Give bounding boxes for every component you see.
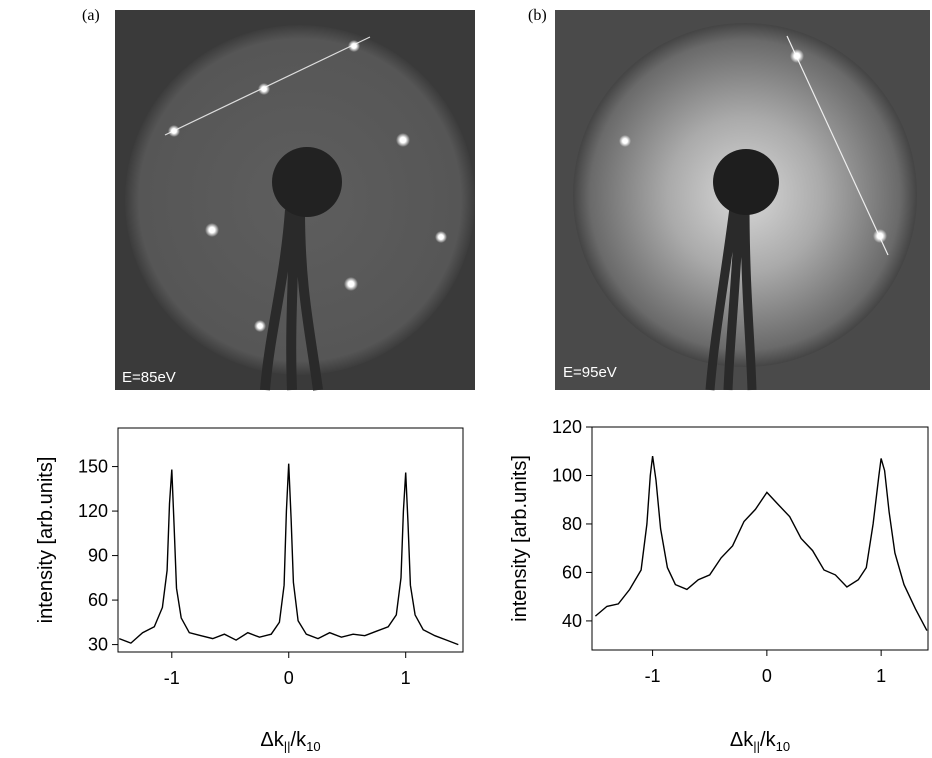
line-chart: 40 60 80 100 120 -1 0 1 intensity [arb.units] Δk|… — [509, 417, 929, 754]
x-tick-label: 1 — [876, 666, 886, 686]
plot-frame — [117, 427, 464, 653]
x-axis-label: Δk||/k10 — [260, 729, 320, 753]
x-axis-label: Δk||/k10 — [730, 729, 790, 753]
x-tick-label: 1 — [401, 668, 411, 688]
x-tick-label: 0 — [762, 666, 772, 686]
image-label: E=95eV — [563, 364, 617, 381]
y-tick-label: 120 — [552, 417, 582, 437]
line-chart: 30 60 90 120 150 -1 0 1 intensity [arb.units] Δk|… — [35, 427, 464, 754]
x-axis-label-part: /k — [291, 729, 308, 751]
y-tick-label: 40 — [562, 611, 582, 631]
plot-frame — [591, 426, 929, 651]
x-axis-label-part: || — [284, 739, 291, 753]
data-line — [594, 456, 928, 631]
x-axis-label-part: 10 — [306, 739, 320, 753]
y-tick-label: 120 — [78, 501, 108, 521]
x-tick-label: -1 — [164, 668, 180, 688]
x-axis-label-part: Δk — [730, 729, 754, 751]
leed-image-a — [115, 10, 475, 391]
x-axis-label-part: 10 — [776, 739, 790, 753]
y-tick-label: 80 — [562, 514, 582, 534]
y-tick-label: 150 — [78, 457, 108, 477]
leed-image-b — [555, 10, 930, 391]
x-axis-label-part: /k — [760, 729, 777, 751]
y-tick-label: 30 — [88, 635, 108, 655]
panel-label: (b) — [528, 7, 547, 24]
x-tick-label: 0 — [284, 668, 294, 688]
y-tick-label: 100 — [552, 465, 582, 485]
x-tick-label: -1 — [645, 666, 661, 686]
panel-label: (a) — [82, 7, 100, 24]
x-axis-label-part: || — [753, 739, 760, 753]
image-label: E=85eV — [122, 369, 176, 386]
x-axis-label-part: Δk — [260, 729, 284, 751]
y-tick-label: 60 — [562, 562, 582, 582]
y-axis-label: intensity [arb.units] — [35, 457, 57, 624]
data-line — [118, 463, 459, 646]
y-axis-label: intensity [arb.units] — [509, 455, 531, 622]
y-tick-label: 90 — [88, 546, 108, 566]
y-tick-label: 60 — [88, 590, 108, 610]
